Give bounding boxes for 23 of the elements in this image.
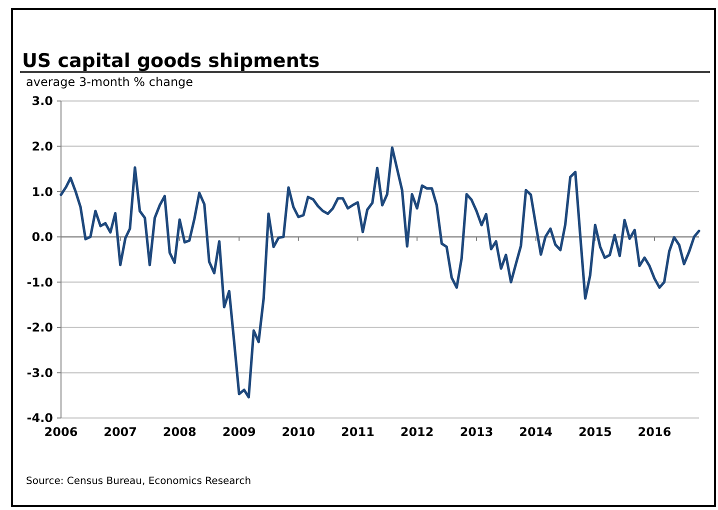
x-tick-label: 2013 [460,425,494,439]
x-tick-label: 2008 [162,425,196,439]
x-tick-label: 2015 [578,425,612,439]
x-tick-label: 2006 [44,425,78,439]
source-note: Source: Census Bureau, Economics Research [26,476,252,487]
y-tick-label: 1.0 [32,184,53,199]
x-tick-label: 2014 [519,425,553,439]
line-series [60,146,700,398]
x-tick-label: 2012 [400,425,434,439]
y-tick-label: -1.0 [26,275,53,290]
y-tick-label: -3.0 [26,366,53,380]
x-tick-label: 2009 [222,425,256,439]
y-tick-label: 2.0 [32,139,53,154]
x-tick-label: 2011 [341,425,374,439]
chart-title: US capital goods shipments [22,50,320,72]
y-tick-label: -2.0 [26,320,53,335]
chart-subtitle: average 3-month % change [26,75,194,89]
x-tick-label: 2007 [104,425,138,439]
x-tick-label: 2010 [282,425,316,439]
x-tick-label: 2016 [638,425,672,439]
y-tick-label: -4.0 [26,411,53,426]
y-tick-label: 3.0 [32,94,53,108]
y-tick-label: 0.0 [32,230,53,244]
